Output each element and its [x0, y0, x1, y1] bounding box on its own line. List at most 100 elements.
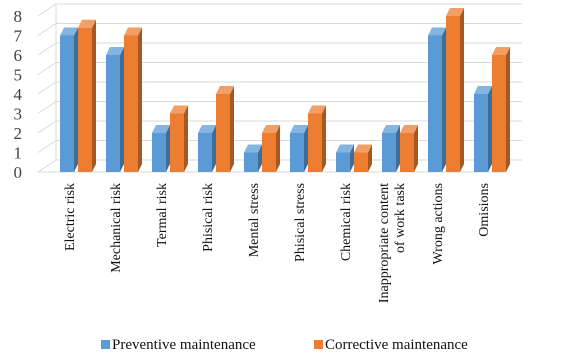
bar-top: [262, 125, 280, 133]
bar-side: [304, 125, 308, 172]
bar-front: [124, 35, 138, 172]
bar-front: [308, 113, 322, 172]
bar-front: [354, 152, 368, 172]
bar-top: [198, 125, 216, 133]
bar-front: [474, 94, 488, 172]
bar-top: [216, 86, 234, 94]
bar-corrective: [400, 125, 418, 172]
bar-front: [262, 133, 276, 172]
bar-corrective: [78, 19, 96, 173]
category-labels: Electric risk Mechanical risk Termal risk P…: [63, 183, 492, 303]
gridline-diagonal: [37, 101, 57, 114]
bar-front: [446, 16, 460, 172]
bar-top: [428, 27, 446, 36]
bars: [60, 8, 510, 173]
bar-corrective: [354, 144, 372, 172]
bar-side: [74, 27, 78, 172]
bar-top: [60, 27, 78, 36]
y-tick-label: 1: [14, 144, 23, 163]
y-tick-label: 8: [14, 7, 23, 26]
bar-preventive: [382, 125, 400, 172]
bar-side: [368, 144, 372, 172]
bar-front: [170, 113, 184, 172]
bar-side: [488, 86, 492, 172]
bar-top: [336, 144, 354, 153]
y-tick-label: 6: [14, 46, 23, 65]
category-label: Mental stress: [247, 183, 262, 257]
bar-top: [474, 86, 492, 94]
gridline-diagonal: [37, 81, 57, 95]
y-tick-label: 3: [14, 105, 23, 124]
category-label: Electric risk: [63, 183, 78, 251]
bar-top: [308, 105, 326, 114]
bar-top: [152, 125, 170, 133]
y-tick-label: 2: [14, 124, 23, 143]
bar-preventive: [244, 144, 262, 172]
bar-top: [354, 144, 372, 153]
bar-front: [244, 152, 258, 172]
bar-top: [382, 125, 400, 133]
bar-front: [60, 35, 74, 172]
y-tick-label: 7: [14, 27, 23, 46]
gridline-diagonal: [37, 140, 57, 153]
bar-preventive: [198, 125, 216, 172]
category-label: Chemical risk: [339, 183, 354, 261]
category-label: of work task: [393, 183, 408, 253]
bar-corrective: [216, 86, 234, 172]
bar-corrective: [170, 105, 188, 172]
bar-top: [170, 105, 188, 114]
gridline-diagonal: [37, 159, 57, 173]
legend: Preventive maintenance Corrective mainte…: [101, 337, 468, 353]
bar-side: [258, 144, 262, 172]
bar-corrective: [492, 47, 510, 172]
bar-side: [184, 105, 188, 172]
bar-side: [350, 144, 354, 172]
gridline-diagonal: [37, 62, 57, 75]
bar-front: [216, 94, 230, 172]
bar-front: [428, 35, 442, 172]
bar-side: [212, 125, 216, 172]
bar-preventive: [290, 125, 308, 172]
bar-top: [78, 19, 96, 28]
gridline-diagonal: [37, 3, 57, 17]
bar-corrective: [124, 27, 142, 172]
bar-top: [446, 8, 464, 16]
category-label: Phisical stress: [293, 183, 308, 262]
bar-side: [414, 125, 418, 172]
legend-label-preventive: Preventive maintenance: [112, 337, 256, 353]
bar-top: [492, 47, 510, 55]
y-tick-label: 0: [14, 163, 23, 182]
bar-side: [138, 27, 142, 172]
bar-preventive: [152, 125, 170, 172]
bar-corrective: [308, 105, 326, 172]
bar-front: [336, 152, 350, 172]
bar-side: [120, 47, 124, 172]
bar-top: [124, 27, 142, 36]
bar-top: [290, 125, 308, 133]
bar-side: [276, 125, 280, 172]
bar-front: [78, 27, 92, 173]
category-label: Wrong actions: [431, 183, 446, 264]
legend-swatch-preventive: [101, 340, 110, 349]
bar-corrective: [262, 125, 280, 172]
bar-preventive: [60, 27, 78, 172]
bar-preventive: [428, 27, 446, 172]
bar-side: [396, 125, 400, 172]
bar-preventive: [336, 144, 354, 172]
bar-front: [400, 133, 414, 172]
bar-front: [198, 133, 212, 172]
bar-front: [492, 55, 506, 172]
category-label: Mechanical risk: [109, 183, 124, 273]
bar-side: [442, 27, 446, 172]
category-label: Phisical risk: [201, 183, 216, 252]
y-tick-label: 4: [14, 85, 23, 104]
bar-side: [230, 86, 234, 172]
bar-preventive: [106, 47, 124, 172]
bar-top: [400, 125, 418, 133]
bar-front: [152, 133, 166, 172]
bar-side: [460, 8, 464, 172]
bar-front: [382, 133, 396, 172]
category-label: Termal risk: [155, 183, 170, 247]
